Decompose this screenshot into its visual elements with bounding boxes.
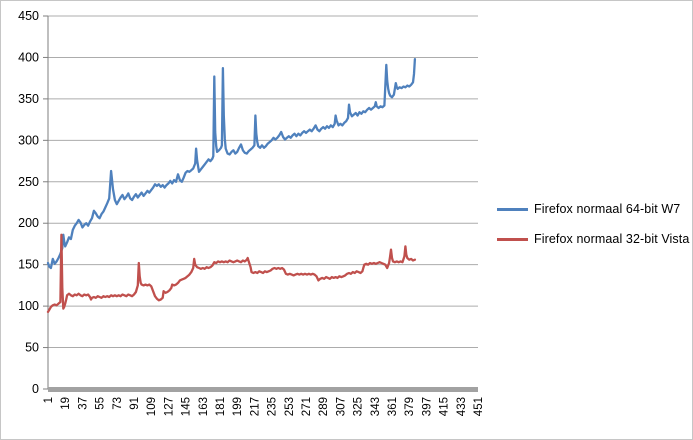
x-axis-label: 19 <box>60 397 72 410</box>
legend: Firefox normaal 64-bit W7 Firefox normaa… <box>497 194 689 254</box>
x-axis-label: 181 <box>215 397 227 416</box>
legend-label-vista: Firefox normaal 32-bit Vista <box>534 232 690 246</box>
x-axis-label: 109 <box>146 397 158 416</box>
x-axis-label: 145 <box>181 397 193 416</box>
x-axis-label: 415 <box>439 397 451 416</box>
y-axis-label: 250 <box>18 175 39 189</box>
legend-line-vista-icon <box>497 237 528 241</box>
x-axis-label: 379 <box>404 397 416 416</box>
x-axis-label: 73 <box>112 397 124 410</box>
y-axis-label: 400 <box>18 50 39 64</box>
y-axis-label: 200 <box>18 216 39 230</box>
x-axis-label: 127 <box>163 397 175 416</box>
x-axis-label: 325 <box>353 397 365 416</box>
x-axis-label: 307 <box>335 397 347 416</box>
x-axis-label: 289 <box>318 397 330 416</box>
legend-line-w7-icon <box>497 207 528 211</box>
x-axis-label: 433 <box>456 397 468 416</box>
y-axis-label: 450 <box>18 9 39 23</box>
y-axis-label: 50 <box>25 341 39 355</box>
x-axis-label: 271 <box>301 397 313 416</box>
x-axis-label: 163 <box>198 397 210 416</box>
x-axis-label: 1 <box>43 397 55 403</box>
x-axis-label: 199 <box>232 397 244 416</box>
legend-item-vista[interactable]: Firefox normaal 32-bit Vista <box>497 224 689 254</box>
series-line-w7[interactable] <box>46 57 417 270</box>
y-axis-label: 100 <box>18 299 39 313</box>
y-axis-label: 300 <box>18 133 39 147</box>
x-axis-label: 217 <box>249 397 261 416</box>
x-axis-label: 451 <box>473 397 485 416</box>
y-axis-label: 350 <box>18 92 39 106</box>
legend-item-w7[interactable]: Firefox normaal 64-bit W7 <box>497 194 689 224</box>
x-axis-label: 343 <box>370 397 382 416</box>
x-axis-bar[interactable] <box>48 387 478 392</box>
x-axis-label: 91 <box>129 397 141 410</box>
x-axis-label: 253 <box>284 397 296 416</box>
series-line-vista[interactable] <box>46 233 417 314</box>
x-axis-label: 37 <box>77 397 89 410</box>
x-axis-label: 397 <box>421 397 433 416</box>
x-axis-label: 361 <box>387 397 399 416</box>
x-axis-label: 235 <box>267 397 279 416</box>
x-axis-label: 55 <box>95 397 107 410</box>
y-axis-label: 0 <box>32 382 39 396</box>
y-axis-label: 150 <box>18 258 39 272</box>
legend-label-w7: Firefox normaal 64-bit W7 <box>534 202 681 216</box>
